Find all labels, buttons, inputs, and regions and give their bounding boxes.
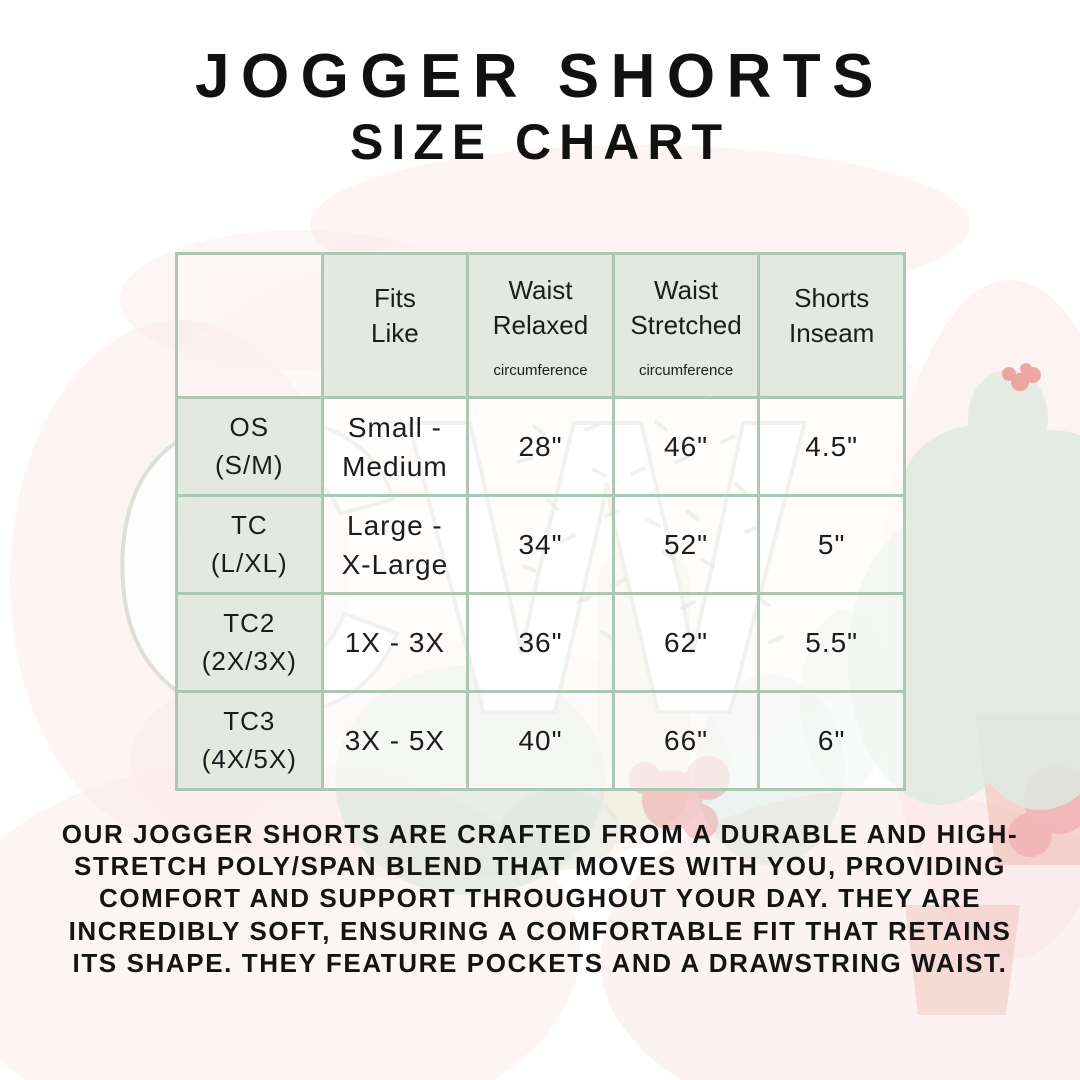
title-product-name: JOGGER SHORTS <box>195 42 885 111</box>
table-row-tc2: TC2 (2X/3X) 1X - 3X 36" 62" 5.5" <box>175 592 906 694</box>
header-sub-label: circumference <box>638 362 734 380</box>
waist-relaxed-cell: 36" <box>466 592 615 694</box>
inseam-cell: 6" <box>757 690 906 792</box>
size-label: TC3 (4X/5X) <box>201 706 297 774</box>
cactus-flower-watermark <box>1002 363 1041 391</box>
header-cell-fits-like: Fits Like <box>320 251 470 400</box>
fits-like-cell: Small - Medium <box>320 396 470 498</box>
waist-stretched-value: 52" <box>664 529 709 561</box>
waist-relaxed-cell: 34" <box>466 494 615 596</box>
inseam-cell: 5" <box>757 494 906 596</box>
waist-stretched-cell: 62" <box>611 592 761 694</box>
size-label-cell: TC (L/XL) <box>175 494 324 596</box>
inseam-value: 4.5" <box>805 431 859 463</box>
corner-blank-cell <box>175 251 324 400</box>
header-label: Waist Relaxed <box>492 275 589 341</box>
inseam-cell: 5.5" <box>757 592 906 694</box>
size-label: TC2 (2X/3X) <box>201 608 297 676</box>
waist-stretched-value: 46" <box>664 431 709 463</box>
fits-like-cell: 1X - 3X <box>320 592 470 694</box>
header-label: Fits Like <box>371 282 419 348</box>
inseam-cell: 4.5" <box>757 396 906 498</box>
table-row-tc3: TC3 (4X/5X) 3X - 5X 40" 66" 6" <box>175 690 906 792</box>
waist-relaxed-value: 34" <box>518 529 563 561</box>
waist-relaxed-value: 36" <box>518 627 563 659</box>
waist-relaxed-value: 28" <box>518 431 563 463</box>
header-sub-label: circumference <box>493 362 588 380</box>
table-row-os: OS (S/M) Small - Medium 28" 46" 4.5" <box>175 396 906 498</box>
header-cell-waist-stretched: Waist Stretched circumference <box>611 251 761 400</box>
waist-stretched-value: 66" <box>664 725 709 757</box>
inseam-value: 5" <box>817 529 846 561</box>
table-row-tc: TC (L/XL) Large - X-Large 34" 52" 5" <box>175 494 906 596</box>
page-title: JOGGER SHORTS SIZE CHART <box>0 44 1080 170</box>
header-cell-waist-relaxed: Waist Relaxed circumference <box>466 251 615 400</box>
header-label: Shorts Inseam <box>789 282 875 348</box>
title-size-chart: SIZE CHART <box>350 114 730 171</box>
fits-like-cell: 3X - 5X <box>320 690 470 792</box>
header-cell-shorts-inseam: Shorts Inseam <box>757 251 906 400</box>
waist-stretched-cell: 46" <box>611 396 761 498</box>
size-label-cell: OS (S/M) <box>175 396 324 498</box>
fits-like-value: 1X - 3X <box>344 627 446 659</box>
size-label: TC (L/XL) <box>210 510 288 578</box>
inseam-value: 6" <box>817 725 846 757</box>
fits-like-value: Small - Medium <box>342 411 448 482</box>
waist-stretched-value: 62" <box>664 627 709 659</box>
header-label: Waist Stretched <box>630 275 742 341</box>
size-label-cell: TC2 (2X/3X) <box>175 592 324 694</box>
waist-relaxed-cell: 40" <box>466 690 615 792</box>
waist-stretched-cell: 66" <box>611 690 761 792</box>
product-description: OUR JOGGER SHORTS ARE CRAFTED FROM A DUR… <box>61 819 1019 978</box>
table-header-row: Fits Like Waist Relaxed circumference Wa… <box>175 251 906 400</box>
waist-stretched-cell: 52" <box>611 494 761 596</box>
waist-relaxed-value: 40" <box>518 725 563 757</box>
fits-like-value: 3X - 5X <box>344 725 446 757</box>
waist-relaxed-cell: 28" <box>466 396 615 498</box>
fits-like-value: Large - X-Large <box>341 509 449 580</box>
size-label-cell: TC3 (4X/5X) <box>175 690 324 792</box>
size-chart-table: Fits Like Waist Relaxed circumference Wa… <box>175 251 906 792</box>
size-label: OS (S/M) <box>215 412 284 480</box>
fits-like-cell: Large - X-Large <box>320 494 470 596</box>
inseam-value: 5.5" <box>805 627 859 659</box>
